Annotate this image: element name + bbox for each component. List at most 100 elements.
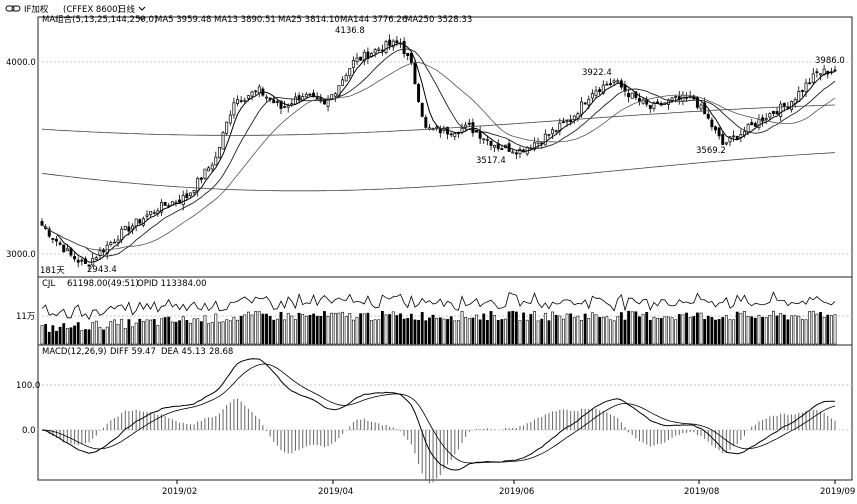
volume-bar <box>181 316 185 345</box>
price-y-tick-3000: 3000.0 <box>6 250 36 260</box>
volume-bar <box>265 313 268 345</box>
volume-bar <box>55 330 58 345</box>
volume-bar <box>587 318 591 345</box>
candle <box>605 83 609 86</box>
candle <box>587 98 591 106</box>
volume-bar <box>688 317 692 345</box>
volume-bar <box>69 327 73 345</box>
candle <box>833 69 837 72</box>
candle <box>478 131 482 139</box>
ma-combo-label[interactable]: MA组合(5,13,25,144,250,0) <box>42 14 157 25</box>
candle <box>210 164 214 170</box>
volume-bar <box>772 310 775 345</box>
candle <box>87 264 91 267</box>
chevron-down-icon[interactable] <box>138 6 146 11</box>
candle <box>511 151 515 154</box>
volume-bar <box>373 319 377 345</box>
volume-bar <box>460 310 464 345</box>
price-y-tick-4000: 4000.0 <box>6 58 36 68</box>
period-selector[interactable]: 日线 <box>118 4 136 15</box>
candle <box>714 126 717 131</box>
volume-bar <box>254 311 258 345</box>
candle <box>380 49 384 52</box>
candle <box>641 99 645 104</box>
candle <box>496 143 500 150</box>
candle <box>73 256 77 260</box>
candle <box>417 84 421 102</box>
candle <box>518 148 522 155</box>
candle <box>532 142 536 150</box>
volume-bar <box>80 330 84 345</box>
chevron-down-icon[interactable] <box>138 16 146 21</box>
candle <box>366 51 370 59</box>
volume-bar <box>793 315 797 345</box>
candle <box>65 248 69 252</box>
volume-bar <box>616 316 620 345</box>
volume-bar <box>116 324 120 345</box>
volume-bar <box>750 316 754 345</box>
link-icon[interactable] <box>5 5 21 12</box>
candle <box>254 90 258 93</box>
volume-bar <box>554 314 558 345</box>
volume-bar <box>435 318 439 345</box>
volume-bar <box>246 311 250 345</box>
volume-bar <box>294 319 297 345</box>
volume-bar <box>76 322 80 345</box>
candle <box>76 259 80 263</box>
volume-bars-layer <box>40 291 837 345</box>
macd-gridlines <box>38 384 852 431</box>
x-label-2019-09: 2019/09 <box>820 487 855 497</box>
candle <box>489 140 493 146</box>
candle <box>315 97 319 99</box>
candle <box>424 117 428 128</box>
volume-bar <box>746 315 750 345</box>
volume-bar <box>228 320 232 345</box>
candle <box>217 146 221 159</box>
volume-bar <box>522 312 526 345</box>
candle <box>109 242 113 246</box>
volume-bar <box>446 319 449 345</box>
volume-bar <box>160 318 163 345</box>
volume-bar <box>442 318 446 345</box>
days-label: 181天 <box>40 266 65 276</box>
volume-bar <box>243 314 247 345</box>
volume-bar <box>590 312 594 345</box>
candle <box>192 190 196 193</box>
volume-bar <box>775 315 779 345</box>
volume-bar <box>540 318 544 345</box>
volume-bar <box>533 311 536 345</box>
volume-bar <box>583 313 587 345</box>
volume-bar <box>504 318 507 345</box>
volume-bar <box>826 314 830 345</box>
x-label-2019-06: 2019/06 <box>499 487 534 497</box>
volume-bar <box>341 311 344 345</box>
ma-legend: MA组合(5,13,25,144,250,0) MA5 3959.48 MA13… <box>42 14 472 25</box>
volume-bar <box>808 311 812 345</box>
volume-bar <box>728 319 732 345</box>
opid-line <box>41 291 836 321</box>
candle <box>265 96 268 99</box>
volume-bar <box>304 315 308 345</box>
volume-bar <box>145 319 149 345</box>
volume-bar <box>724 315 728 345</box>
candle <box>243 99 247 102</box>
volume-bar <box>511 310 515 345</box>
candle <box>786 106 790 109</box>
volume-bar <box>218 321 221 345</box>
candle <box>388 39 392 46</box>
macd-diff-line <box>41 358 836 471</box>
candle <box>583 102 587 105</box>
volume-bar <box>384 314 388 345</box>
volume-bar <box>562 318 565 345</box>
candle <box>272 99 276 104</box>
price-series-layer <box>40 34 837 270</box>
volume-value: 61198.00(49:51) <box>67 279 139 289</box>
volume-bar <box>47 331 51 345</box>
volume-bar <box>601 316 605 345</box>
ma144-value: MA144 3776.26 <box>340 15 407 25</box>
volume-bar <box>471 317 475 345</box>
volume-bar <box>500 319 504 345</box>
volume-bar <box>315 315 319 345</box>
volume-bar <box>663 316 667 345</box>
candle <box>790 101 794 110</box>
